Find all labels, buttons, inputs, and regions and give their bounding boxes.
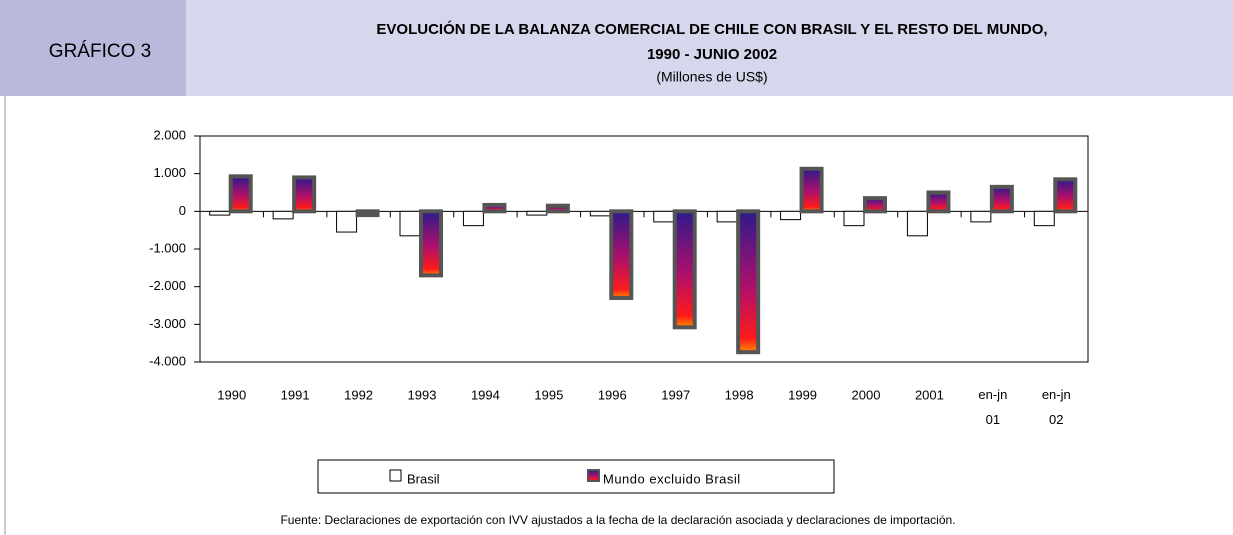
bar-mundo (292, 175, 317, 214)
x-tick-label: 1993 (408, 387, 437, 402)
y-tick-label: 1.000 (153, 165, 186, 180)
bar-mundo (863, 196, 887, 214)
x-tick-label: 1998 (725, 387, 754, 402)
chart-title: EVOLUCIÓN DE LA BALANZA COMERCIAL DE CHI… (376, 20, 1047, 38)
legend-swatch (587, 469, 600, 482)
y-tick-label: 2.000 (153, 127, 186, 142)
bar-mundo (989, 184, 1014, 214)
bar-brasil (970, 210, 992, 223)
bar-mundo (228, 174, 253, 214)
x-tick-label: 1999 (788, 387, 817, 402)
x-tick-label: 2001 (915, 387, 944, 402)
x-tick-label: en-jn 02 (1042, 387, 1071, 427)
x-tick-label: en-jn 01 (978, 387, 1007, 427)
bar-mundo (482, 202, 507, 214)
chart-subtitle: (Millones de US$) (656, 69, 767, 85)
bar-brasil (336, 210, 358, 233)
bar-mundo (736, 209, 761, 355)
y-tick-label: -4.000 (149, 353, 186, 368)
bar-brasil (653, 210, 675, 223)
x-tick-label: 1992 (344, 387, 373, 402)
x-tick-label: 1991 (281, 387, 310, 402)
bar-brasil (462, 210, 484, 227)
plot-frame (199, 135, 1089, 363)
x-tick-label: 1990 (217, 387, 246, 402)
y-tick-label: -3.000 (149, 316, 186, 331)
header-label-box (0, 0, 186, 96)
bar-brasil (1033, 210, 1055, 227)
bar-brasil (716, 210, 738, 223)
bar-mundo (672, 209, 697, 330)
bar-brasil (843, 210, 865, 227)
bar-brasil (906, 210, 928, 237)
bar-mundo (799, 166, 824, 214)
bar-brasil (399, 210, 421, 237)
x-tick-label: 2000 (852, 387, 881, 402)
bar-brasil (589, 210, 611, 217)
bar-mundo (926, 190, 951, 214)
x-tick-label: 1994 (471, 387, 500, 402)
bar-mundo (609, 209, 634, 300)
bar-brasil (209, 210, 231, 216)
legend-label: Brasil (407, 471, 440, 486)
bar-brasil (780, 210, 802, 221)
source-note: Fuente: Declaraciones de exportación con… (280, 513, 955, 527)
bar-mundo (355, 209, 380, 218)
bar-mundo (419, 209, 443, 278)
bar-brasil (272, 210, 294, 220)
header-band (186, 0, 1233, 96)
y-tick-label: -2.000 (149, 278, 186, 293)
figure-label: GRÁFICO 3 (49, 41, 151, 62)
x-tick-label: 1997 (661, 387, 690, 402)
chart-title-line2: 1990 - JUNIO 2002 (647, 46, 777, 63)
legend-swatch (389, 469, 402, 482)
legend-box (317, 459, 835, 494)
bar-mundo (545, 203, 570, 214)
y-tick-label: 0 (179, 203, 186, 218)
y-tick-label: -1.000 (149, 240, 186, 255)
bar-mundo (1053, 177, 1078, 214)
bar-brasil (526, 210, 548, 216)
x-tick-label: 1996 (598, 387, 627, 402)
legend-label: Mundo excluido Brasil (603, 471, 741, 486)
x-tick-label: 1995 (534, 387, 563, 402)
